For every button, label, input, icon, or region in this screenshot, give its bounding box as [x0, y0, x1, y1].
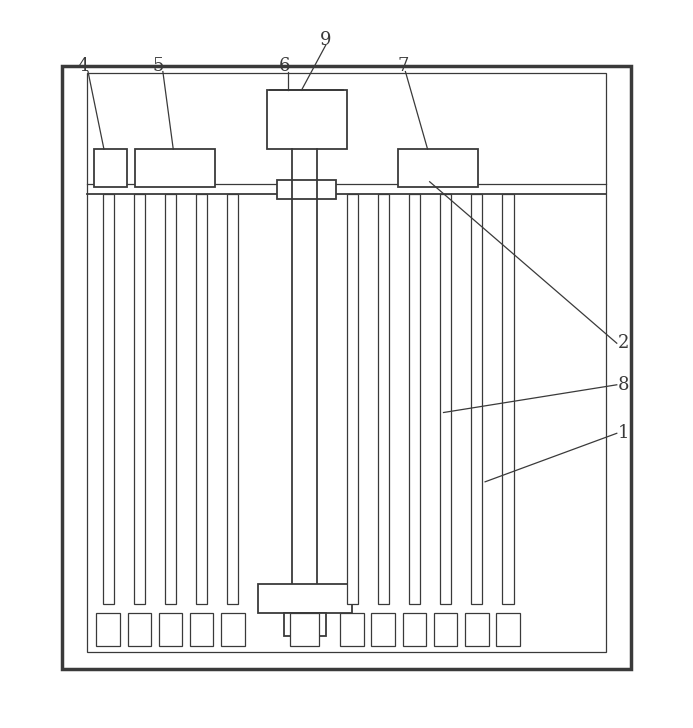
Bar [465, 613, 489, 646]
Bar [284, 614, 326, 636]
Bar [346, 194, 358, 604]
Bar [135, 149, 215, 187]
Bar [258, 585, 352, 614]
Bar [221, 613, 245, 646]
Bar [134, 194, 145, 604]
Text: 4: 4 [78, 57, 89, 75]
Bar [502, 194, 514, 604]
Text: 6: 6 [279, 57, 290, 75]
Bar [190, 613, 213, 646]
Bar [128, 613, 151, 646]
Bar [440, 194, 451, 604]
Bar [227, 194, 238, 604]
Bar [371, 613, 395, 646]
Bar [267, 90, 346, 149]
Bar [398, 149, 478, 187]
Bar [96, 613, 120, 646]
Text: 9: 9 [320, 31, 331, 49]
Bar [196, 194, 207, 604]
Bar [409, 194, 420, 604]
Bar [290, 613, 319, 646]
Text: 1: 1 [618, 424, 629, 443]
Bar [471, 194, 482, 604]
Bar [94, 149, 127, 187]
Text: 2: 2 [618, 334, 629, 352]
Text: 5: 5 [152, 57, 164, 75]
Bar [403, 613, 426, 646]
Bar [62, 66, 631, 669]
Bar [378, 194, 389, 604]
Bar [159, 613, 182, 646]
Bar [165, 194, 176, 604]
Bar [277, 180, 336, 199]
Bar [496, 613, 520, 646]
Bar [87, 73, 606, 652]
Text: 7: 7 [398, 57, 409, 75]
Bar [340, 613, 364, 646]
Text: 8: 8 [618, 376, 629, 394]
Bar [434, 613, 457, 646]
Bar [103, 194, 114, 604]
